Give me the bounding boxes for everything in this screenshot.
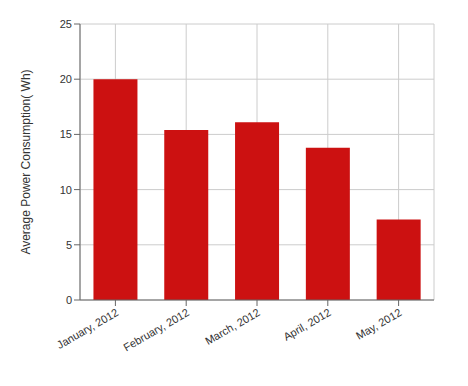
svg-text:15: 15 xyxy=(60,128,72,140)
svg-text:20: 20 xyxy=(60,73,72,85)
svg-text:Average Power Consumption( Wh): Average Power Consumption( Wh) xyxy=(19,69,33,254)
svg-text:25: 25 xyxy=(60,18,72,30)
svg-text:February, 2012: February, 2012 xyxy=(121,306,191,353)
svg-text:January, 2012: January, 2012 xyxy=(55,306,121,351)
svg-text:March, 2012: March, 2012 xyxy=(203,306,262,347)
svg-text:0: 0 xyxy=(66,294,72,306)
svg-text:10: 10 xyxy=(60,184,72,196)
svg-text:May, 2012: May, 2012 xyxy=(354,306,404,342)
svg-text:5: 5 xyxy=(66,239,72,251)
svg-text:April, 2012: April, 2012 xyxy=(281,306,333,343)
